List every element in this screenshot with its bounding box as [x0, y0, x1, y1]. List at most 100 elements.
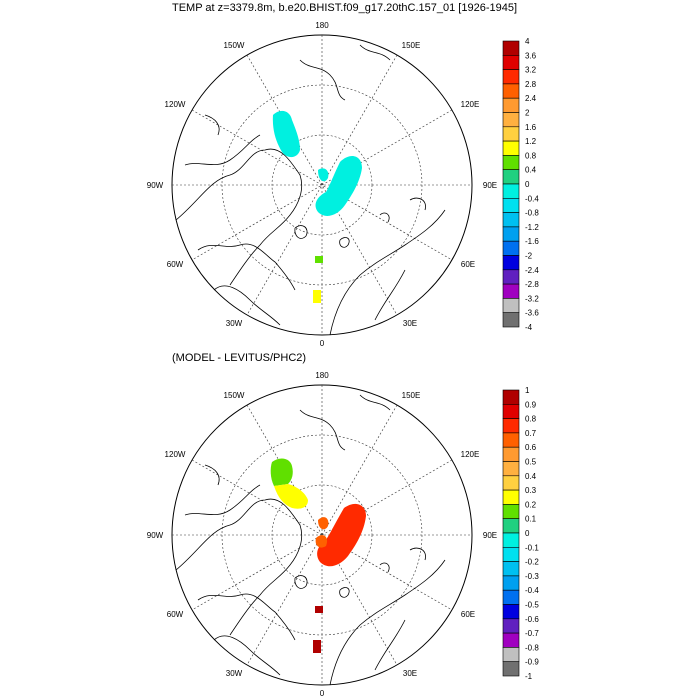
colorbar-tick-label: 3.6	[525, 51, 537, 60]
colorbar-tick-label: 0.8	[525, 415, 537, 424]
colorbar-tick-label: -3.6	[525, 309, 539, 318]
colorbar-tick-label: 0.8	[525, 151, 537, 160]
colorbar-swatch	[502, 226, 520, 242]
field-cyan-patch	[318, 168, 329, 182]
lon-label-30E: 30E	[403, 669, 417, 678]
colorbar-tick-label: 0.1	[525, 515, 537, 524]
colorbar-swatch	[502, 240, 520, 256]
colorbar-tick-label: 0.9	[525, 400, 537, 409]
colorbar-tick-label: 2.8	[525, 80, 537, 89]
colorbar-swatch	[502, 183, 520, 199]
colorbar-swatch	[502, 54, 520, 70]
lon-label-60E: 60E	[461, 260, 475, 269]
lon-label-60W: 60W	[167, 260, 184, 269]
top-map-panel: 180 150E 120E 90E 60E 30E 0 30W 60W 90W …	[147, 21, 540, 348]
colorbar-tick-label: 0.4	[525, 166, 537, 175]
lon-label-120W: 120W	[165, 100, 186, 109]
colorbar-swatch	[502, 403, 520, 419]
colorbar-swatch	[502, 632, 520, 648]
colorbar-tick-label: -0.1	[525, 543, 539, 552]
lon-label-180: 180	[315, 21, 329, 30]
coastlines	[175, 394, 446, 686]
lon-label-90W: 90W	[147, 181, 164, 190]
lon-label-0: 0	[320, 689, 325, 698]
colorbar-swatch	[502, 112, 520, 128]
lon-label-150E: 150E	[402, 391, 421, 400]
lon-label-60W: 60W	[167, 610, 184, 619]
meridian-lines	[172, 385, 472, 685]
top-panel-title: TEMP at z=3379.8m, b.e20.BHIST.f09_g17.2…	[172, 2, 518, 14]
colorbar-swatch	[502, 169, 520, 185]
lon-label-30W: 30W	[226, 319, 243, 328]
colorbar-swatch	[502, 504, 520, 519]
lon-label-90E: 90E	[483, 531, 497, 540]
colorbar-swatch	[502, 532, 520, 548]
colorbar-tick-label: 2	[525, 109, 530, 118]
colorbar-tick-label: -4	[525, 323, 533, 332]
colorbar-swatch	[502, 255, 520, 271]
lon-label-120E: 120E	[461, 100, 480, 109]
field-green-patch	[270, 458, 293, 486]
colorbar-tick-label: -2.4	[525, 266, 539, 275]
temperature-anomaly-field	[270, 458, 366, 653]
colorbar-tick-label: 0.6	[525, 443, 537, 452]
field-green-patch	[315, 256, 323, 263]
colorbar-tick-label: -0.9	[525, 658, 539, 667]
lon-label-150W: 150W	[224, 41, 245, 50]
field-yellow-patch	[274, 484, 308, 509]
field-yellow-patch	[313, 290, 321, 303]
colorbar-swatch	[502, 618, 520, 634]
colorbar-tick-label: -0.3	[525, 572, 539, 581]
colorbar-tick-label: 0.2	[525, 500, 537, 509]
colorbar-tick-label: -0.6	[525, 615, 539, 624]
colorbar-tick-label: 0.7	[525, 429, 537, 438]
colorbar-tick-label: -0.4	[525, 586, 539, 595]
top-colorbar: 4 3.6 3.2 2.8 2.4 2 1.6 1.2 0.8 0.4 0 -0.4 -0.8 -1.2 -…	[502, 37, 539, 332]
lon-label-150E: 150E	[402, 41, 421, 50]
colorbar-tick-label: -2	[525, 252, 533, 261]
colorbar-swatch	[502, 518, 520, 534]
colorbar-swatch	[502, 575, 520, 591]
colorbar-tick-label: 1	[525, 386, 530, 395]
bottom-map-panel: 180 150E 120E 90E 60E 30E 0 30W 60W 90W …	[147, 371, 540, 698]
colorbar-swatch	[502, 561, 520, 577]
colorbar-swatch	[502, 140, 520, 156]
meridian-lines	[172, 35, 472, 335]
coastlines	[175, 44, 446, 336]
colorbar-tick-label: 0.5	[525, 458, 537, 467]
colorbar-swatch	[502, 283, 520, 299]
colorbar-swatch	[502, 661, 520, 677]
colorbar-tick-label: 0	[525, 529, 530, 538]
field-cyan-patch	[272, 110, 300, 158]
colorbar-swatch	[502, 604, 520, 620]
field-cyan-patch	[315, 156, 362, 216]
lon-label-90E: 90E	[483, 181, 497, 190]
field-red-patch	[317, 503, 366, 567]
colorbar-tick-label: -0.8	[525, 209, 539, 218]
colorbar-tick-label: 0	[525, 180, 530, 189]
longitude-labels: 180 150E 120E 90E 60E 30E 0 30W 60W 90W …	[147, 21, 497, 348]
colorbar-swatch	[502, 83, 520, 99]
colorbar-swatch	[502, 269, 520, 285]
colorbar-swatch	[502, 475, 520, 491]
field-orange-patch	[315, 535, 328, 548]
lon-label-60E: 60E	[461, 610, 475, 619]
colorbar-tick-label: 3.2	[525, 66, 537, 75]
colorbar-tick-label: -0.2	[525, 558, 539, 567]
colorbar-tick-label: 0.3	[525, 486, 537, 495]
temperature-anomaly-field	[272, 110, 362, 303]
colorbar-tick-label: -0.8	[525, 643, 539, 652]
colorbar-tick-label: -3.2	[525, 294, 539, 303]
colorbar-swatch	[502, 389, 520, 405]
bottom-colorbar: 1 0.9 0.8 0.7 0.6 0.5 0.4 0.3 0.2 0.1 0 -0.1 -0.2 -0.…	[502, 386, 539, 681]
colorbar-tick-label: -1	[525, 672, 533, 681]
lon-label-180: 180	[315, 371, 329, 380]
lon-label-120W: 120W	[165, 450, 186, 459]
lon-label-30W: 30W	[226, 669, 243, 678]
colorbar-tick-label: -1.6	[525, 237, 539, 246]
bottom-panel-title: (MODEL - LEVITUS/PHC2)	[172, 352, 307, 364]
colorbar-tick-label: 2.4	[525, 94, 537, 103]
colorbar-swatch	[502, 155, 520, 170]
colorbar-swatch	[502, 589, 520, 605]
